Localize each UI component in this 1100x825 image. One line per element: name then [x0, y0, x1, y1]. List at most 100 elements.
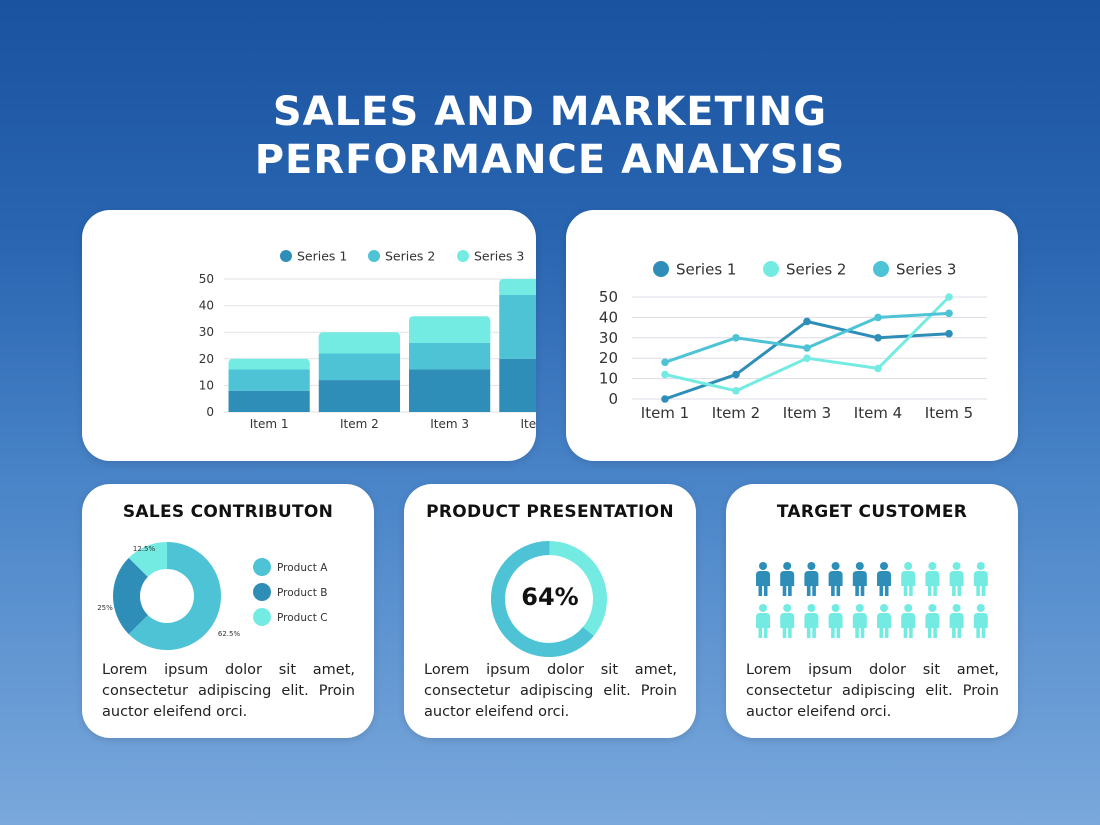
bar-x-tick-label: Item 1 — [250, 417, 289, 431]
bar-segment — [318, 380, 400, 412]
person-icon — [973, 604, 988, 638]
line-chart: 0 10 20 30 40 50 Item 1 Item 2 Item 3 Item 4 Item … — [599, 261, 987, 422]
donut-slice-label: 25% — [97, 604, 113, 612]
donut-legend-label: Product B — [277, 587, 327, 599]
donut-legend-marker — [253, 583, 271, 601]
line-legend-label: Series 1 — [676, 261, 736, 279]
line-point — [803, 317, 811, 326]
donut-slice-label: 62.5% — [218, 630, 241, 638]
line-y-tick-label: 30 — [599, 329, 618, 347]
bar-legend-label: Series 3 — [474, 249, 524, 264]
line-chart-card: 0 10 20 30 40 50 Item 1 Item 2 Item 3 Item 4 Item … — [566, 210, 1018, 461]
person-icon — [756, 604, 770, 638]
donut-legend-marker — [253, 608, 271, 626]
person-icon — [852, 562, 867, 596]
bar-legend-label: Series 1 — [297, 249, 347, 264]
donut-legend-marker — [253, 558, 271, 576]
person-icon — [756, 562, 770, 596]
stacked-bar-chart-card: 0 10 20 30 40 50 Item 1 Item 2 Item 3 Item 4 Serie… — [82, 210, 585, 461]
target-customer-card: TARGET CUSTOMER Lorem ipsum dolor sit am… — [726, 484, 1018, 738]
bar-y-tick-label: 20 — [199, 352, 214, 366]
bar-x-tick-label: Item 4 — [520, 417, 536, 431]
line-y-tick-label: 10 — [599, 370, 618, 388]
page-title-line-2: PERFORMANCE ANALYSIS — [254, 137, 846, 183]
donut-slice — [128, 542, 167, 577]
donut-slice — [128, 542, 221, 650]
person-icon — [877, 562, 891, 596]
target-customer-pictogram — [756, 562, 988, 638]
line-point — [945, 309, 953, 318]
page-title: SALES AND MARKETING PERFORMANCE ANALYSIS — [0, 88, 1100, 184]
person-icon — [973, 562, 988, 596]
sales-contribution-description: Lorem ipsum dolor sit amet, consectetur … — [102, 662, 355, 720]
person-icon — [925, 562, 940, 596]
sales-contribution-card: SALES CONTRIBUTON 62.5% 25% 12.5% Product A… — [82, 484, 374, 738]
bar-segment — [228, 369, 310, 391]
line-point — [874, 364, 882, 373]
bar-x-tick-label: Item 2 — [340, 417, 379, 431]
line-point — [661, 358, 669, 367]
line-point — [732, 334, 740, 342]
person-icon — [780, 604, 795, 638]
target-customer-description: Lorem ipsum dolor sit amet, consectetur … — [746, 662, 999, 720]
line-point — [945, 329, 953, 338]
person-icon — [901, 604, 916, 638]
person-icon — [804, 562, 819, 596]
bar-legend-marker — [457, 250, 469, 262]
bar-segment-fill — [318, 336, 400, 354]
page-title-line-1: SALES AND MARKETING — [272, 89, 828, 135]
bar-y-tick-label: 40 — [199, 299, 214, 313]
line-legend-label: Series 2 — [786, 261, 846, 279]
line-point — [874, 334, 882, 342]
line-legend-marker — [763, 261, 779, 277]
bar-segment-fill — [409, 320, 491, 343]
person-icon — [925, 604, 940, 638]
line-x-tick-label: Item 2 — [712, 404, 760, 422]
bar-segment-fill — [499, 283, 581, 295]
line-point — [661, 395, 669, 403]
line-x-tick-label: Item 1 — [641, 404, 689, 422]
line-point — [803, 354, 811, 362]
line-y-tick-label: 0 — [608, 390, 618, 408]
bar-segment — [409, 369, 491, 412]
donut-legend-label: Product A — [277, 562, 328, 574]
line-y-tick-label: 40 — [599, 308, 618, 326]
bar-segment-fill — [228, 362, 310, 370]
bar-y-tick-label: 30 — [199, 325, 214, 339]
person-icon — [949, 562, 964, 596]
stacked-bar-chart: 0 10 20 30 40 50 Item 1 Item 2 Item 3 Item 4 Serie… — [199, 249, 585, 431]
product-presentation-percentage: 64% — [521, 583, 579, 611]
product-presentation-card: PRODUCT PRESENTATION 64% Lorem ipsum dol… — [404, 484, 696, 738]
person-icon — [780, 562, 795, 596]
bar-legend-label: Series 2 — [385, 249, 435, 264]
bar-segment — [228, 390, 310, 412]
line-point — [945, 293, 953, 301]
product-presentation-title: PRODUCT PRESENTATION — [426, 502, 674, 522]
sales-contribution-title: SALES CONTRIBUTON — [122, 502, 334, 522]
person-icon — [949, 604, 964, 638]
donut-legend-label: Product C — [277, 612, 328, 624]
line-point — [732, 370, 740, 379]
line-legend-marker — [873, 261, 889, 277]
person-icon — [901, 562, 916, 596]
person-icon — [828, 562, 843, 596]
bar-y-tick-label: 50 — [199, 272, 214, 286]
bar-legend-marker — [280, 250, 292, 262]
line-y-tick-label: 20 — [599, 349, 618, 367]
bar-legend-marker — [368, 250, 380, 262]
bar-y-tick-label: 0 — [206, 405, 214, 419]
bar-segment — [318, 353, 400, 381]
line-y-tick-label: 50 — [599, 288, 618, 306]
line-point — [661, 370, 669, 379]
product-presentation-ring — [491, 541, 607, 657]
bar-x-tick-label: Item 3 — [430, 417, 469, 431]
line-legend-label: Series 3 — [896, 261, 956, 279]
person-icon — [828, 604, 843, 638]
line-x-tick-label: Item 5 — [925, 404, 973, 422]
line-x-tick-label: Item 4 — [854, 404, 902, 422]
sales-contribution-donut-chart: 62.5% 25% 12.5% Product A Product B Product C — [97, 542, 328, 650]
line-point — [874, 313, 882, 322]
line-legend-marker — [653, 261, 669, 277]
donut-slice — [113, 557, 148, 635]
bar-segment — [409, 342, 491, 370]
